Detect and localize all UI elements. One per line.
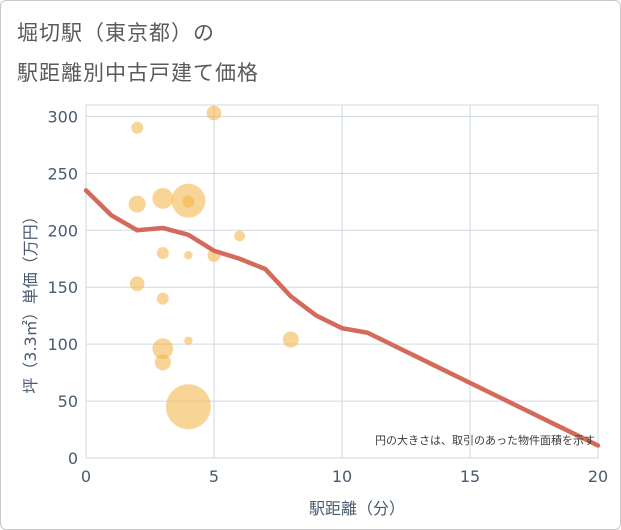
bubble-point	[156, 292, 169, 305]
bubble-point	[128, 195, 146, 213]
bubble-point	[154, 354, 171, 371]
x-axis-title: 駅距離（分）	[309, 499, 405, 518]
y-axis-title: 坪（3.3㎡）単価（万円）	[21, 208, 40, 393]
x-tick-label: 15	[460, 467, 480, 486]
x-tick-label: 20	[588, 467, 608, 486]
bubble-point	[152, 187, 174, 209]
bubble-point	[182, 195, 195, 208]
bubble-point	[129, 276, 145, 292]
bubble-series	[128, 105, 299, 430]
y-tick-label: 300	[47, 107, 78, 126]
x-tick-label: 10	[332, 467, 352, 486]
chart-title-line-2: 駅距離別中古戸建て価格	[17, 61, 259, 85]
x-tick-label: 0	[81, 467, 91, 486]
bubble-point	[152, 338, 174, 360]
axis-ticks: 0 50 100 150 200 250 300 0 5 10 15 20	[47, 107, 608, 486]
chart-annotation: 円の大きさは、取引のあった物件面積を示す	[375, 433, 595, 447]
trend-line-series	[83, 188, 601, 448]
bubble-point	[156, 247, 169, 260]
bubble-point	[165, 384, 211, 430]
y-tick-label: 200	[47, 221, 78, 240]
y-tick-label: 100	[47, 335, 78, 354]
y-tick-label: 150	[47, 278, 78, 297]
trend-line	[83, 188, 601, 448]
bubble-point	[131, 121, 144, 134]
y-tick-label: 50	[58, 392, 78, 411]
bubble-point	[184, 251, 193, 260]
bubble-point	[184, 336, 193, 345]
bubble-point	[282, 331, 299, 348]
x-tick-label: 5	[209, 467, 219, 486]
y-tick-label: 0	[68, 449, 78, 468]
bubble-point	[206, 105, 222, 121]
plot-border	[85, 104, 599, 459]
chart-title-line-1: 堀切駅（東京都）の	[17, 21, 215, 45]
y-tick-label: 250	[47, 164, 78, 183]
bubble-point	[234, 230, 245, 242]
